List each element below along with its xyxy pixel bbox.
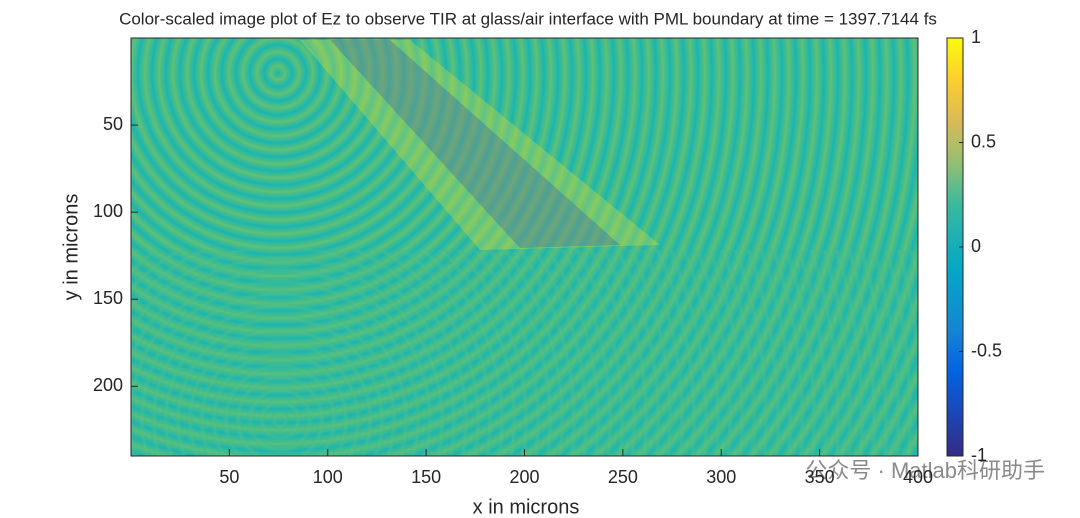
colorbar-tick-label: 0.5: [971, 131, 996, 151]
x-tick-label: 400: [903, 467, 933, 487]
chart-title: Color-scaled image plot of Ez to observe…: [119, 9, 937, 28]
x-tick-label: 100: [313, 467, 343, 487]
y-tick-label: 150: [93, 288, 123, 308]
x-tick-label: 250: [608, 467, 638, 487]
y-tick-label: 100: [93, 201, 123, 221]
y-tick-label: 200: [93, 375, 123, 395]
colorbar-tick-label: 0: [971, 236, 981, 256]
x-tick-label: 200: [509, 467, 539, 487]
y-axis-label: y in microns: [60, 194, 82, 301]
x-tick-label: 350: [805, 467, 835, 487]
x-tick-label: 300: [706, 467, 736, 487]
colorbar-tick-label: -1: [971, 445, 987, 465]
colorbar-tick-label: 1: [971, 27, 981, 47]
colorbar-tick-label: -0.5: [971, 340, 1002, 360]
x-axis-label: x in microns: [473, 496, 580, 518]
field-image: [131, 38, 918, 456]
watermark: 公众号 · Matlab科研助手: [805, 458, 1045, 483]
y-tick-label: 50: [103, 114, 123, 134]
x-tick-label: 50: [219, 467, 239, 487]
x-tick-label: 150: [411, 467, 441, 487]
